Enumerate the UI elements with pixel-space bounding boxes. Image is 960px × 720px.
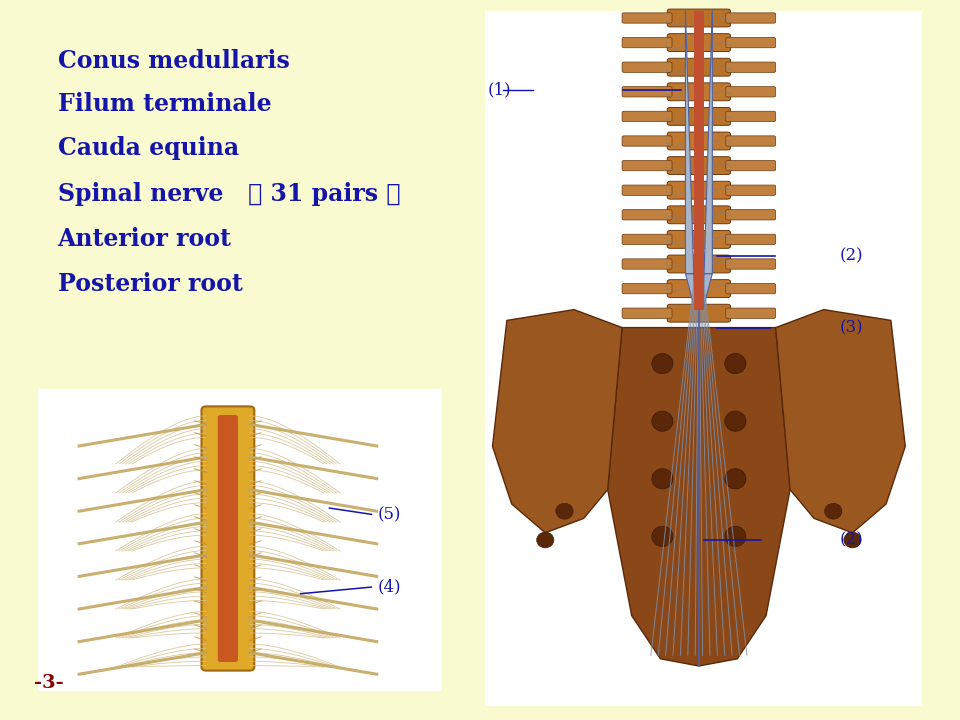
- FancyBboxPatch shape: [667, 58, 731, 76]
- FancyBboxPatch shape: [202, 406, 254, 670]
- Text: (3): (3): [840, 319, 864, 336]
- Text: (5): (5): [377, 506, 400, 523]
- Polygon shape: [492, 310, 622, 533]
- Bar: [38, 389, 442, 691]
- FancyBboxPatch shape: [622, 86, 672, 97]
- FancyBboxPatch shape: [622, 308, 672, 318]
- Ellipse shape: [556, 503, 573, 519]
- FancyBboxPatch shape: [726, 161, 776, 171]
- FancyBboxPatch shape: [622, 234, 672, 245]
- Text: (1): (1): [488, 81, 512, 99]
- FancyBboxPatch shape: [667, 230, 731, 248]
- FancyBboxPatch shape: [667, 9, 731, 27]
- Ellipse shape: [725, 411, 746, 431]
- Bar: [485, 11, 922, 706]
- Ellipse shape: [725, 526, 746, 546]
- Text: Posterior root: Posterior root: [58, 271, 242, 296]
- Text: Spinal nerve   （ 31 pairs ）: Spinal nerve （ 31 pairs ）: [58, 182, 400, 207]
- FancyBboxPatch shape: [218, 415, 238, 662]
- Polygon shape: [685, 11, 712, 310]
- Text: Filum terminale: Filum terminale: [58, 92, 272, 117]
- Polygon shape: [608, 328, 790, 666]
- Text: Conus medullaris: Conus medullaris: [58, 49, 290, 73]
- Ellipse shape: [652, 469, 673, 489]
- FancyBboxPatch shape: [667, 305, 731, 322]
- FancyBboxPatch shape: [726, 111, 776, 122]
- FancyBboxPatch shape: [622, 37, 672, 48]
- Text: -3-: -3-: [34, 674, 63, 691]
- Text: (2): (2): [840, 531, 864, 549]
- FancyBboxPatch shape: [726, 308, 776, 318]
- FancyBboxPatch shape: [726, 210, 776, 220]
- FancyBboxPatch shape: [667, 255, 731, 273]
- FancyBboxPatch shape: [726, 258, 776, 269]
- Text: Cauda equina: Cauda equina: [58, 135, 239, 160]
- Polygon shape: [776, 310, 905, 533]
- FancyBboxPatch shape: [667, 157, 731, 174]
- FancyBboxPatch shape: [622, 210, 672, 220]
- Text: (4): (4): [377, 578, 401, 595]
- Ellipse shape: [537, 532, 554, 548]
- Ellipse shape: [652, 354, 673, 374]
- Ellipse shape: [844, 532, 861, 548]
- FancyBboxPatch shape: [622, 185, 672, 195]
- FancyBboxPatch shape: [667, 83, 731, 101]
- FancyBboxPatch shape: [726, 86, 776, 97]
- FancyBboxPatch shape: [726, 136, 776, 146]
- FancyBboxPatch shape: [622, 284, 672, 294]
- FancyBboxPatch shape: [726, 284, 776, 294]
- Ellipse shape: [652, 411, 673, 431]
- FancyBboxPatch shape: [667, 206, 731, 224]
- FancyBboxPatch shape: [622, 136, 672, 146]
- FancyBboxPatch shape: [622, 161, 672, 171]
- FancyBboxPatch shape: [667, 34, 731, 52]
- FancyBboxPatch shape: [622, 111, 672, 122]
- FancyBboxPatch shape: [726, 62, 776, 73]
- FancyBboxPatch shape: [622, 258, 672, 269]
- FancyBboxPatch shape: [622, 62, 672, 73]
- FancyBboxPatch shape: [726, 185, 776, 195]
- Text: Anterior root: Anterior root: [58, 227, 231, 251]
- Ellipse shape: [652, 526, 673, 546]
- FancyBboxPatch shape: [726, 37, 776, 48]
- FancyBboxPatch shape: [667, 279, 731, 297]
- FancyBboxPatch shape: [667, 107, 731, 125]
- FancyBboxPatch shape: [726, 13, 776, 23]
- Polygon shape: [694, 11, 704, 310]
- FancyBboxPatch shape: [726, 234, 776, 245]
- FancyBboxPatch shape: [622, 13, 672, 23]
- Text: (2): (2): [840, 247, 864, 264]
- Ellipse shape: [725, 354, 746, 374]
- FancyBboxPatch shape: [667, 181, 731, 199]
- FancyBboxPatch shape: [667, 132, 731, 150]
- Ellipse shape: [725, 469, 746, 489]
- Ellipse shape: [825, 503, 842, 519]
